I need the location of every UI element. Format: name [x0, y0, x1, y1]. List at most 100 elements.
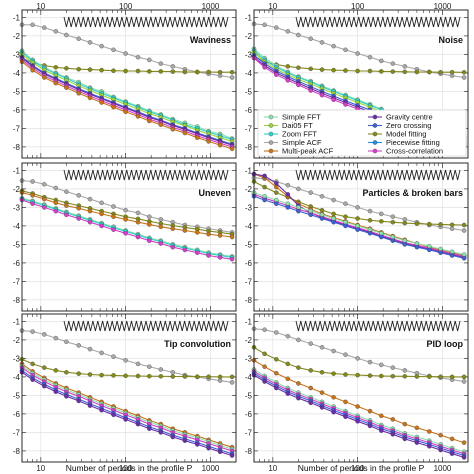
data-point	[87, 219, 93, 225]
data-point	[76, 206, 81, 211]
legend-marker	[268, 140, 274, 145]
data-point	[158, 69, 164, 74]
data-point	[229, 146, 235, 152]
data-point	[296, 32, 301, 38]
data-point	[30, 377, 35, 382]
y-tick-label: -7	[245, 124, 253, 133]
legend-label: Cross-correlation	[386, 147, 443, 156]
data-point	[170, 127, 176, 132]
data-point	[343, 414, 348, 419]
x-tick-label-top: 1000	[434, 2, 452, 11]
y-tick-label: -6	[245, 410, 253, 419]
y-tick-label: -6	[13, 410, 21, 419]
data-point	[158, 122, 164, 127]
data-point	[285, 78, 291, 83]
panel-title: Noise	[438, 35, 463, 45]
x-tick-label-top: 100	[119, 2, 133, 11]
data-point	[217, 449, 223, 455]
y-tick-label: -3	[245, 203, 253, 212]
data-point	[76, 398, 81, 404]
data-point	[158, 374, 164, 379]
data-point	[461, 455, 467, 460]
data-point	[217, 233, 223, 238]
data-point	[182, 438, 188, 443]
y-tick-label: -3	[13, 50, 21, 59]
series-gravity-centre	[19, 370, 235, 458]
y-tick-label: -1	[13, 166, 21, 175]
data-point	[170, 244, 176, 250]
data-point	[319, 67, 325, 72]
legend-marker	[372, 131, 378, 137]
data-point	[64, 370, 69, 375]
data-point	[87, 372, 93, 377]
data-point	[170, 434, 176, 440]
panel-title: Tip convolution	[164, 339, 231, 349]
y-tick-label: -1	[13, 317, 21, 326]
data-point	[76, 193, 81, 198]
data-point	[402, 220, 408, 226]
y-tick-label: -3	[245, 354, 253, 363]
series-multi-peak-acf	[251, 358, 467, 445]
data-point	[262, 65, 267, 70]
data-point	[30, 201, 35, 206]
data-point	[343, 399, 348, 405]
data-point	[64, 189, 69, 194]
data-point	[30, 361, 35, 367]
data-point	[262, 173, 267, 179]
data-point	[135, 114, 141, 119]
data-point	[111, 214, 116, 219]
data-point	[170, 374, 176, 379]
data-point	[135, 361, 141, 367]
panel-tip-convolution: -1 -2 -3 -4 -5 -6 -7 -8 10 100 1000 Tip convolution	[13, 313, 237, 473]
data-point	[367, 68, 373, 74]
data-point	[343, 223, 348, 229]
y-tick-label: -2	[13, 336, 21, 345]
legend-label: Dai05 FT	[282, 121, 313, 130]
data-point	[182, 247, 188, 253]
data-point	[147, 373, 152, 379]
legend-entry-dai05-ft: Dai05 FT	[264, 121, 313, 130]
data-point	[99, 67, 104, 73]
data-point	[461, 70, 467, 75]
data-point	[296, 395, 301, 401]
data-point	[206, 253, 211, 258]
data-point	[229, 453, 235, 458]
data-point	[99, 211, 104, 217]
data-point	[147, 238, 152, 243]
data-point	[367, 218, 373, 223]
data-point	[111, 68, 116, 73]
x-tick-label-top: 10	[268, 2, 277, 11]
data-point	[285, 192, 291, 197]
data-point	[262, 327, 267, 332]
data-point	[379, 413, 384, 419]
data-point	[461, 374, 467, 380]
data-point	[229, 234, 235, 240]
data-point	[158, 367, 164, 372]
data-point	[343, 47, 348, 53]
legend-label: Zero crossing	[386, 121, 431, 130]
data-point	[53, 65, 59, 70]
data-point	[379, 428, 384, 433]
data-point	[285, 64, 291, 69]
y-tick-label: -2	[13, 32, 21, 41]
data-point	[30, 193, 35, 198]
data-point	[135, 373, 141, 379]
data-point	[123, 373, 128, 379]
data-point	[111, 204, 116, 209]
data-point	[206, 231, 211, 237]
data-point	[390, 214, 396, 219]
legend-entry-zoom-fft: Zoom FFT	[264, 130, 317, 139]
profile-wave	[295, 16, 461, 28]
data-point	[367, 359, 373, 365]
data-point	[76, 216, 81, 221]
data-point	[319, 40, 325, 45]
data-point	[64, 339, 69, 345]
legend-marker	[268, 131, 274, 137]
data-point	[170, 64, 176, 69]
panel-frame	[253, 162, 469, 312]
data-point	[99, 43, 104, 49]
legend-marker	[372, 148, 378, 154]
data-point	[390, 219, 396, 225]
data-point	[262, 351, 267, 357]
data-point	[379, 362, 384, 368]
